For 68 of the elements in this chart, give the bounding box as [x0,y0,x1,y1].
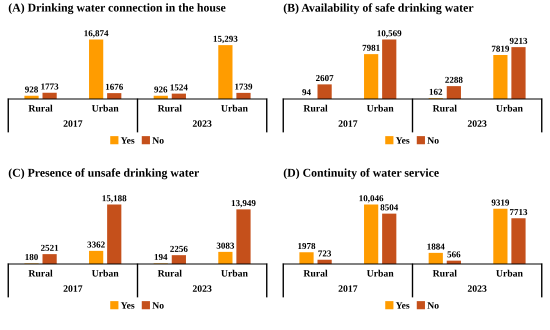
x-tick-label: Urban [496,104,523,112]
x-tick-label: Rural [158,270,182,277]
x-tick-label: Urban [92,104,119,112]
x-tick-label: Urban [496,270,523,277]
data-label: 15,188 [102,195,126,203]
data-label: 7819 [492,46,510,52]
data-label: 10,569 [378,30,402,38]
chart-title: (B) Availability of safe drinking water [284,3,474,14]
x-tick-label: Rural [432,270,457,277]
data-label: 194 [154,254,168,260]
x-tick-label: Rural [304,270,328,277]
data-label: 9213 [510,38,528,44]
text: 2023 [192,120,212,127]
data-label: 1773 [41,83,58,90]
text: 2023 [468,120,487,127]
data-label: 180 [25,254,38,260]
text: 2017 [338,285,358,292]
data-label: 1524 [170,84,188,90]
data-label: 926 [154,86,168,93]
legend-label: No [152,302,164,309]
data-label: 566 [447,251,460,258]
data-label: 1676 [106,84,123,90]
data-label: 10,046 [359,195,384,203]
x-tick-label: Urban [221,270,248,277]
data-label: 1739 [235,84,252,90]
data-label: 2288 [445,76,463,83]
legend-label: No [427,302,439,309]
x-tick-label: Urban [92,270,119,277]
data-label: 16,874 [84,30,108,38]
chart-title: (D) Continuity of water service [284,168,439,180]
x-tick-label: Rural [304,104,328,112]
chart-title: (C) Presence of unsafe drinking water [8,168,199,180]
data-label: 2607 [316,75,334,82]
data-label: 2256 [170,246,188,252]
legend-label: Yes [120,137,134,144]
data-label: 3083 [216,242,234,249]
x-tick-label: Rural [28,104,53,112]
data-label: 15,293 [214,36,238,44]
data-label: 723 [318,250,332,256]
data-label: 928 [24,86,38,93]
data-label: 1978 [298,242,316,250]
x-tick-label: Urban [221,104,248,112]
data-label: 7981 [362,44,380,51]
text: 2017 [64,120,82,127]
x-tick-label: Rural [28,270,53,277]
chart-title: (A) Drinking water connection in the house [8,3,226,14]
text: 2023 [192,285,212,292]
data-label: 7713 [510,209,528,216]
legend-label: Yes [396,302,410,309]
legend-label: Yes [120,302,134,309]
data-label: 1884 [427,244,445,250]
data-label: 2521 [40,244,58,251]
x-tick-label: Urban [366,104,394,112]
data-label: 8504 [380,204,398,210]
text: 2017 [338,120,358,127]
data-label: 162 [430,88,442,95]
text: 2017 [64,285,82,292]
text: 2023 [468,285,487,292]
data-label: 9319 [492,200,510,206]
x-tick-label: Rural [158,104,182,112]
legend-label: No [427,137,439,144]
x-tick-label: Urban [366,270,394,277]
data-label: 13,949 [232,200,256,208]
data-label: 94 [302,89,311,96]
x-tick-label: Rural [432,104,457,112]
data-label: 3362 [87,242,105,248]
legend-label: No [152,137,164,144]
legend-label: Yes [396,137,410,144]
